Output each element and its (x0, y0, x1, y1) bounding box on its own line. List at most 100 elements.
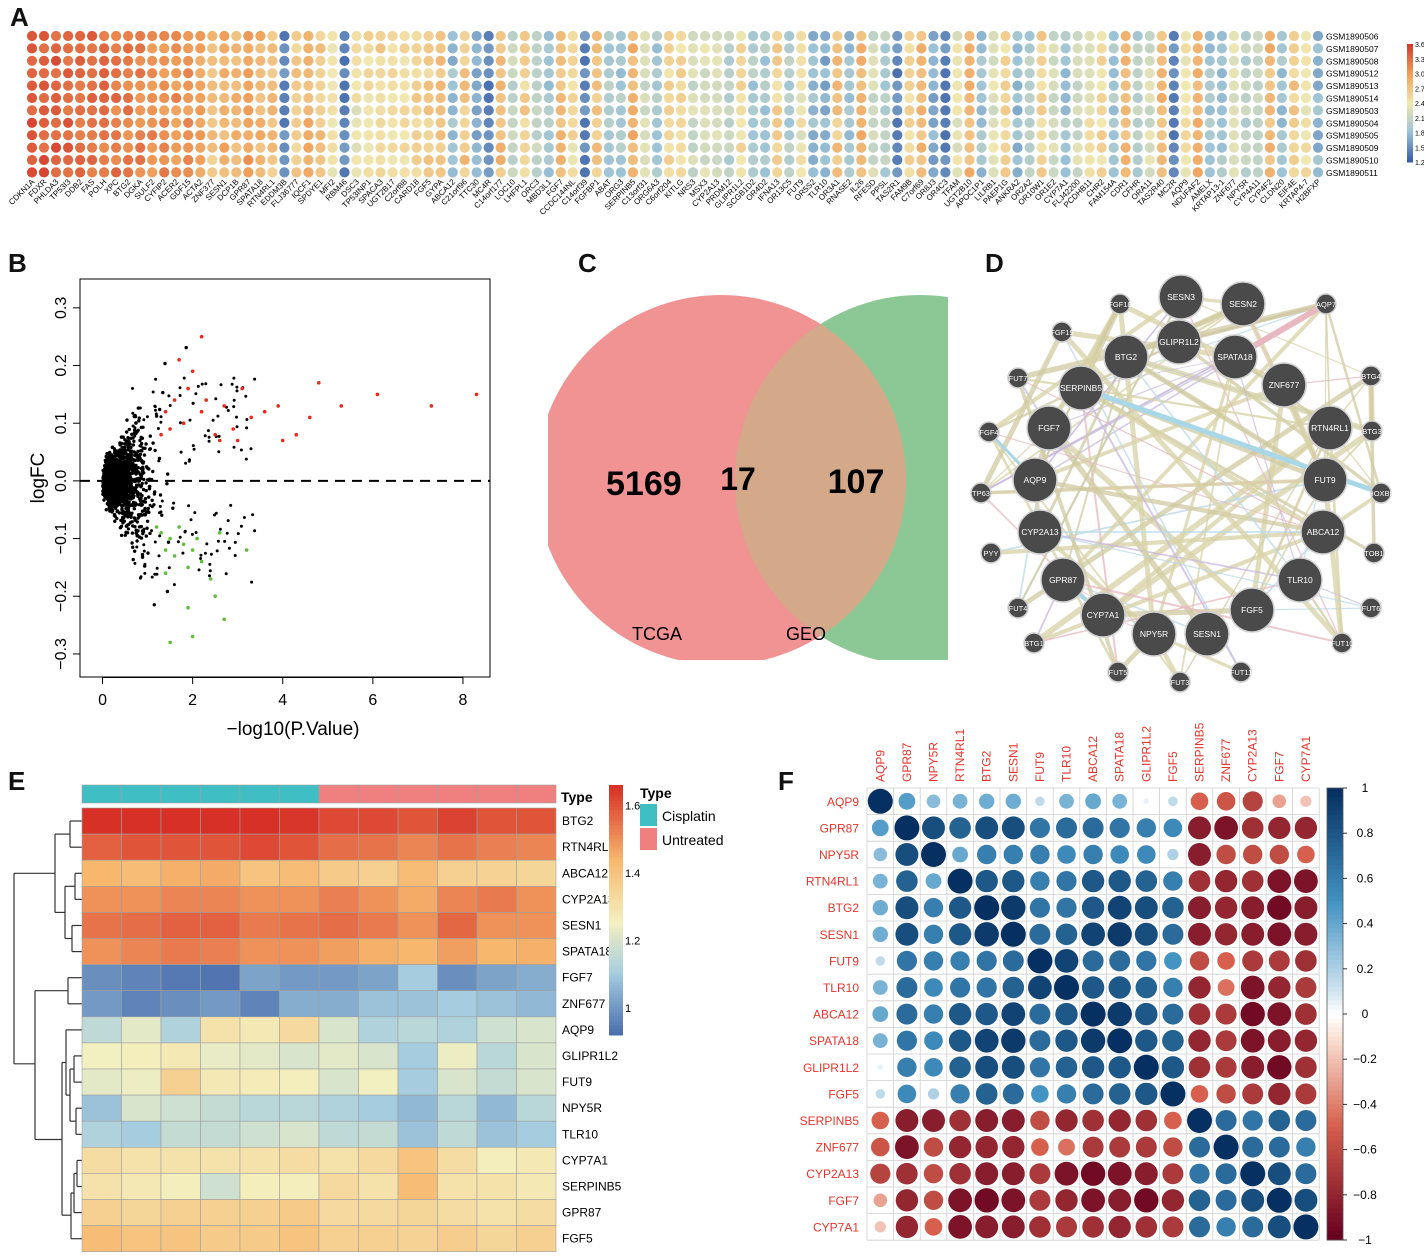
heatmap-cell (239, 859, 280, 887)
heatmap-cell (397, 1042, 438, 1070)
dot (916, 167, 927, 178)
colorbar-segment (1327, 1127, 1343, 1133)
dot (1252, 117, 1263, 128)
colorbar-segment (1407, 108, 1413, 112)
dot (940, 68, 951, 79)
correlation-circle (1058, 1138, 1075, 1156)
colorbar-segment (1407, 103, 1413, 106)
dot (1204, 30, 1215, 42)
dot (1300, 154, 1312, 166)
dot (904, 105, 915, 116)
colorbar-segment (1407, 71, 1413, 74)
dot (87, 167, 98, 178)
colorbar-segment (1327, 1158, 1343, 1164)
data-point (158, 493, 163, 497)
dot (291, 43, 302, 54)
dot (964, 142, 975, 153)
heatmap-cell (516, 1120, 557, 1148)
correlation-circle (1162, 1163, 1184, 1185)
dot (50, 43, 62, 54)
correlation-circle (1000, 921, 1026, 947)
dot (1288, 154, 1300, 166)
significant-point (217, 531, 222, 535)
colorbar-segment (1407, 116, 1413, 120)
colorbar-segment (609, 785, 623, 789)
dot (952, 80, 963, 91)
dot (675, 55, 687, 66)
data-point (233, 554, 237, 557)
data-point (107, 506, 111, 510)
dot (1240, 105, 1251, 116)
heatmap-cell (476, 1016, 517, 1044)
dot (99, 43, 110, 54)
heatmap-cell (200, 912, 241, 939)
correlation-circle (975, 1162, 999, 1186)
dot (459, 68, 470, 79)
network-node-label: AQP9 (1024, 475, 1047, 485)
dot (63, 92, 74, 104)
correlation-circle (895, 1189, 919, 1212)
dot (207, 30, 218, 42)
dot (892, 68, 903, 79)
dot (423, 80, 434, 91)
dot (111, 117, 122, 128)
dot (1084, 130, 1095, 141)
heatmap-cell (476, 938, 517, 965)
dot (243, 130, 254, 141)
dot (1108, 68, 1119, 79)
dot (1204, 68, 1215, 79)
panel-a-dot-heatmap: GSM1890506GSM1890507GSM1890508GSM1890512… (7, 30, 1424, 217)
dot (1144, 154, 1155, 166)
dot (940, 55, 951, 66)
heatmap-cell (200, 1042, 241, 1070)
colorbar-segment (609, 947, 623, 952)
data-point (106, 480, 111, 485)
data-point (165, 589, 170, 594)
dot (1204, 154, 1215, 166)
correlation-circle (1189, 1136, 1210, 1158)
heatmap-cell (279, 964, 320, 992)
dot (856, 142, 867, 153)
colorbar-segment (1327, 1108, 1343, 1114)
data-point (250, 580, 254, 584)
dot (1132, 43, 1143, 54)
dot (796, 130, 807, 141)
dot (784, 154, 795, 166)
data-point (208, 562, 212, 566)
dot (1240, 117, 1251, 128)
correlation-circle (1163, 818, 1183, 838)
colorbar-segment (1327, 824, 1343, 830)
dot (327, 43, 338, 54)
heatmap-cell (437, 1120, 478, 1148)
dot (1048, 167, 1059, 178)
dot (712, 130, 723, 141)
dot (928, 142, 939, 153)
dot (87, 130, 98, 141)
colorbar-segment (1327, 891, 1343, 897)
legend-title: Type (640, 785, 672, 801)
colorbar-segment (609, 1028, 623, 1033)
column-label: BTG2 (980, 750, 994, 782)
dot (1228, 43, 1239, 54)
dot (111, 55, 122, 66)
dot (123, 92, 134, 104)
colorbar-segment (1407, 89, 1413, 92)
network-node-label: AQP7 (1316, 300, 1336, 309)
data-point (158, 511, 161, 515)
data-point (126, 527, 131, 531)
data-point (196, 384, 200, 388)
correlation-circle (1109, 817, 1130, 838)
data-point (239, 524, 243, 528)
dot (411, 105, 422, 116)
data-point (197, 568, 201, 572)
correlation-circle (1108, 869, 1131, 893)
correlation-circle (922, 816, 945, 840)
colorbar-segment (609, 985, 623, 989)
correlation-circle (1108, 1083, 1131, 1105)
dot (772, 43, 783, 54)
dot (964, 167, 975, 178)
dot (447, 105, 458, 116)
dot (796, 30, 807, 42)
dot (880, 154, 891, 166)
dot (483, 142, 494, 153)
